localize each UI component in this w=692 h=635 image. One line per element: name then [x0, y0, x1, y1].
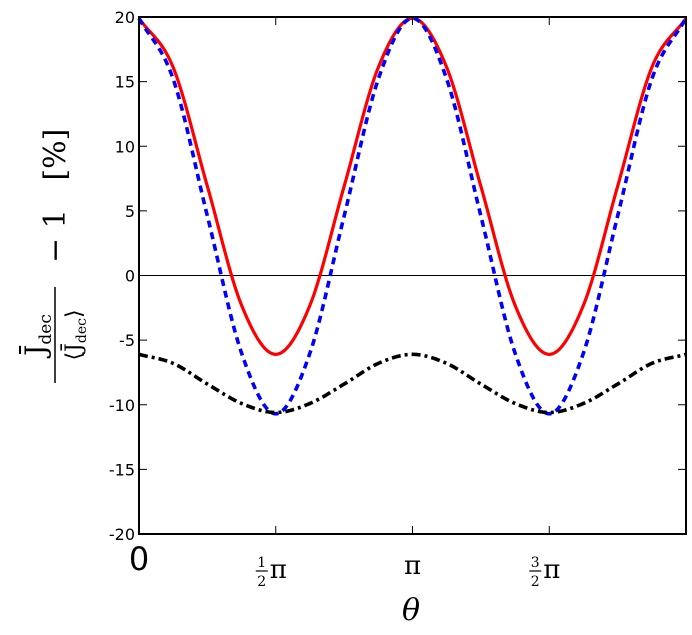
- y-tick-label: 15: [115, 73, 135, 92]
- y-axis-title: J̄dec ⟨J̄dec⟩ − 1 [%]: [18, 129, 90, 383]
- x-tick-label: π: [404, 551, 421, 581]
- y-tick-label: -20: [109, 525, 135, 544]
- ylabel-rest: − 1 [%]: [38, 129, 73, 263]
- ylabel-numerator-sub: dec: [36, 314, 56, 344]
- ylabel-denominator-sub: dec: [74, 318, 90, 343]
- x-tick-fraction-den: 2: [531, 574, 540, 590]
- y-tick-label: 20: [115, 8, 135, 27]
- series-line-solid: [137, 16, 688, 356]
- x-tick-pi: π: [543, 555, 560, 585]
- y-tick-label: 10: [115, 137, 135, 156]
- series-layer: [137, 16, 688, 416]
- x-tick-label: 0: [129, 540, 149, 578]
- x-axis-title: θ: [402, 593, 420, 628]
- x-tick-fraction-num: 1: [257, 555, 266, 571]
- x-tick-fraction-num: 3: [531, 555, 540, 571]
- y-axis: -20 -15 -10 -5 0 5 10 15 20: [109, 8, 686, 544]
- ylabel-denominator: ⟨J̄: [60, 343, 87, 360]
- x-tick-pi: π: [270, 555, 287, 585]
- x-tick-text: π: [404, 551, 421, 581]
- x-tick-text: 0: [129, 540, 149, 578]
- ylabel-numerator: J̄: [18, 345, 52, 359]
- svg-text:⟨J̄dec⟩: ⟨J̄dec⟩: [60, 309, 90, 360]
- y-tick-label: 0: [125, 267, 135, 286]
- x-axis: 0 12 π π 32 π: [129, 17, 560, 590]
- x-tick-label: 3 2 π: [529, 555, 560, 590]
- series-line-dashdot: [138, 352, 687, 415]
- y-tick-label: 5: [125, 202, 135, 221]
- x-tick-label: 1 2 π: [255, 555, 287, 590]
- y-tick-label: -10: [109, 396, 135, 415]
- y-tick-label: -5: [119, 331, 135, 350]
- y-tick-label: -15: [109, 460, 135, 479]
- ylabel-denominator-close: ⟩: [62, 309, 87, 318]
- x-tick-fraction-den: 2: [257, 574, 266, 590]
- svg-text:J̄dec: J̄dec: [18, 314, 56, 359]
